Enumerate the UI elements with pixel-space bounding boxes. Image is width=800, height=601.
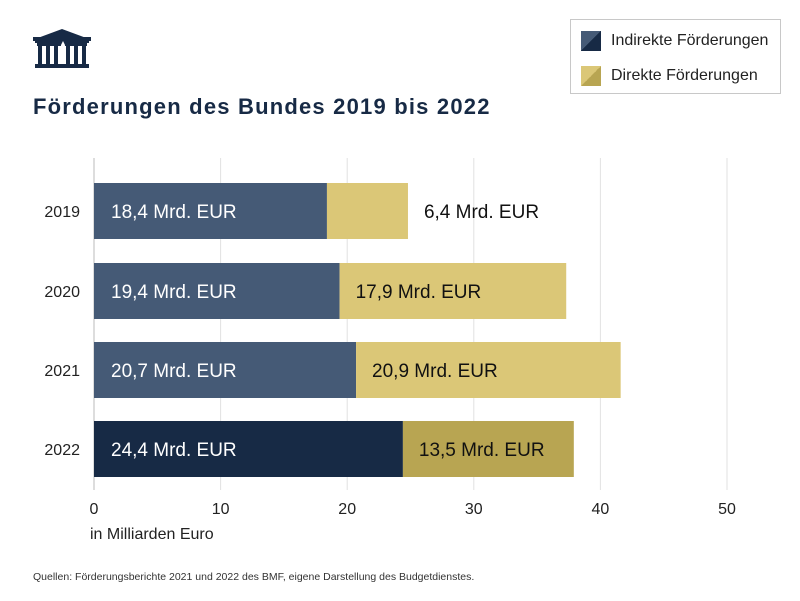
plot-area: 0 10 20 30 40 50 in Milliarden Euro 2019 18,4 Mr…	[44, 158, 736, 543]
x-tick-label: 30	[465, 501, 483, 518]
bar-direct	[326, 183, 408, 239]
data-label: 13,5 Mrd. EUR	[419, 440, 545, 461]
y-tick-label: 2021	[44, 363, 80, 380]
x-tick-label: 40	[592, 501, 610, 518]
x-tick-label: 20	[338, 501, 356, 518]
legend-label: Direkte Förderungen	[611, 67, 758, 84]
bar-indirect	[94, 342, 357, 398]
bar-indirect	[94, 183, 327, 239]
legend-label: Indirekte Förderungen	[611, 32, 769, 49]
legend-swatch-direct	[581, 66, 601, 86]
x-tick-label: 0	[90, 501, 99, 518]
bar-direct	[356, 342, 621, 398]
legend-swatch-indirect	[581, 31, 601, 51]
x-tick-label: 50	[718, 501, 736, 518]
data-label: 17,9 Mrd. EUR	[356, 282, 482, 303]
bar-indirect	[94, 421, 403, 477]
data-label: 19,4 Mrd. EUR	[111, 282, 237, 303]
chart-title: Förderungen des Bundes 2019 bis 2022	[33, 94, 491, 119]
legend: Indirekte Förderungen Direkte Förderunge…	[570, 19, 781, 94]
x-axis-label: in Milliarden Euro	[90, 526, 214, 543]
legend-item-direct: Direkte Förderungen	[581, 66, 758, 86]
y-tick-label: 2022	[44, 442, 80, 459]
data-label: 18,4 Mrd. EUR	[111, 202, 237, 223]
bar-direct	[339, 263, 567, 319]
data-label: 20,7 Mrd. EUR	[111, 361, 237, 382]
y-tick-label: 2020	[44, 284, 80, 301]
data-label: 6,4 Mrd. EUR	[424, 202, 539, 223]
y-tick-label: 2019	[44, 204, 80, 221]
bar-direct	[402, 421, 574, 477]
source-note: Quellen: Förderungsberichte 2021 und 202…	[33, 571, 475, 583]
data-label: 24,4 Mrd. EUR	[111, 440, 237, 461]
bar-indirect	[94, 263, 340, 319]
x-tick-label: 10	[212, 501, 230, 518]
legend-item-indirect: Indirekte Förderungen	[581, 31, 768, 51]
parliament-logo-icon	[33, 27, 91, 74]
data-label: 20,9 Mrd. EUR	[372, 361, 498, 382]
